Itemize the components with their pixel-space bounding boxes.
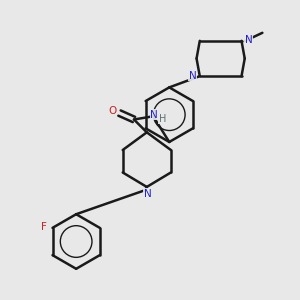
Text: N: N <box>144 189 152 199</box>
Text: O: O <box>108 106 117 116</box>
Text: N: N <box>245 35 252 45</box>
Text: N: N <box>150 110 158 120</box>
Text: F: F <box>40 222 46 232</box>
Text: N: N <box>189 70 196 80</box>
Text: H: H <box>158 114 166 124</box>
